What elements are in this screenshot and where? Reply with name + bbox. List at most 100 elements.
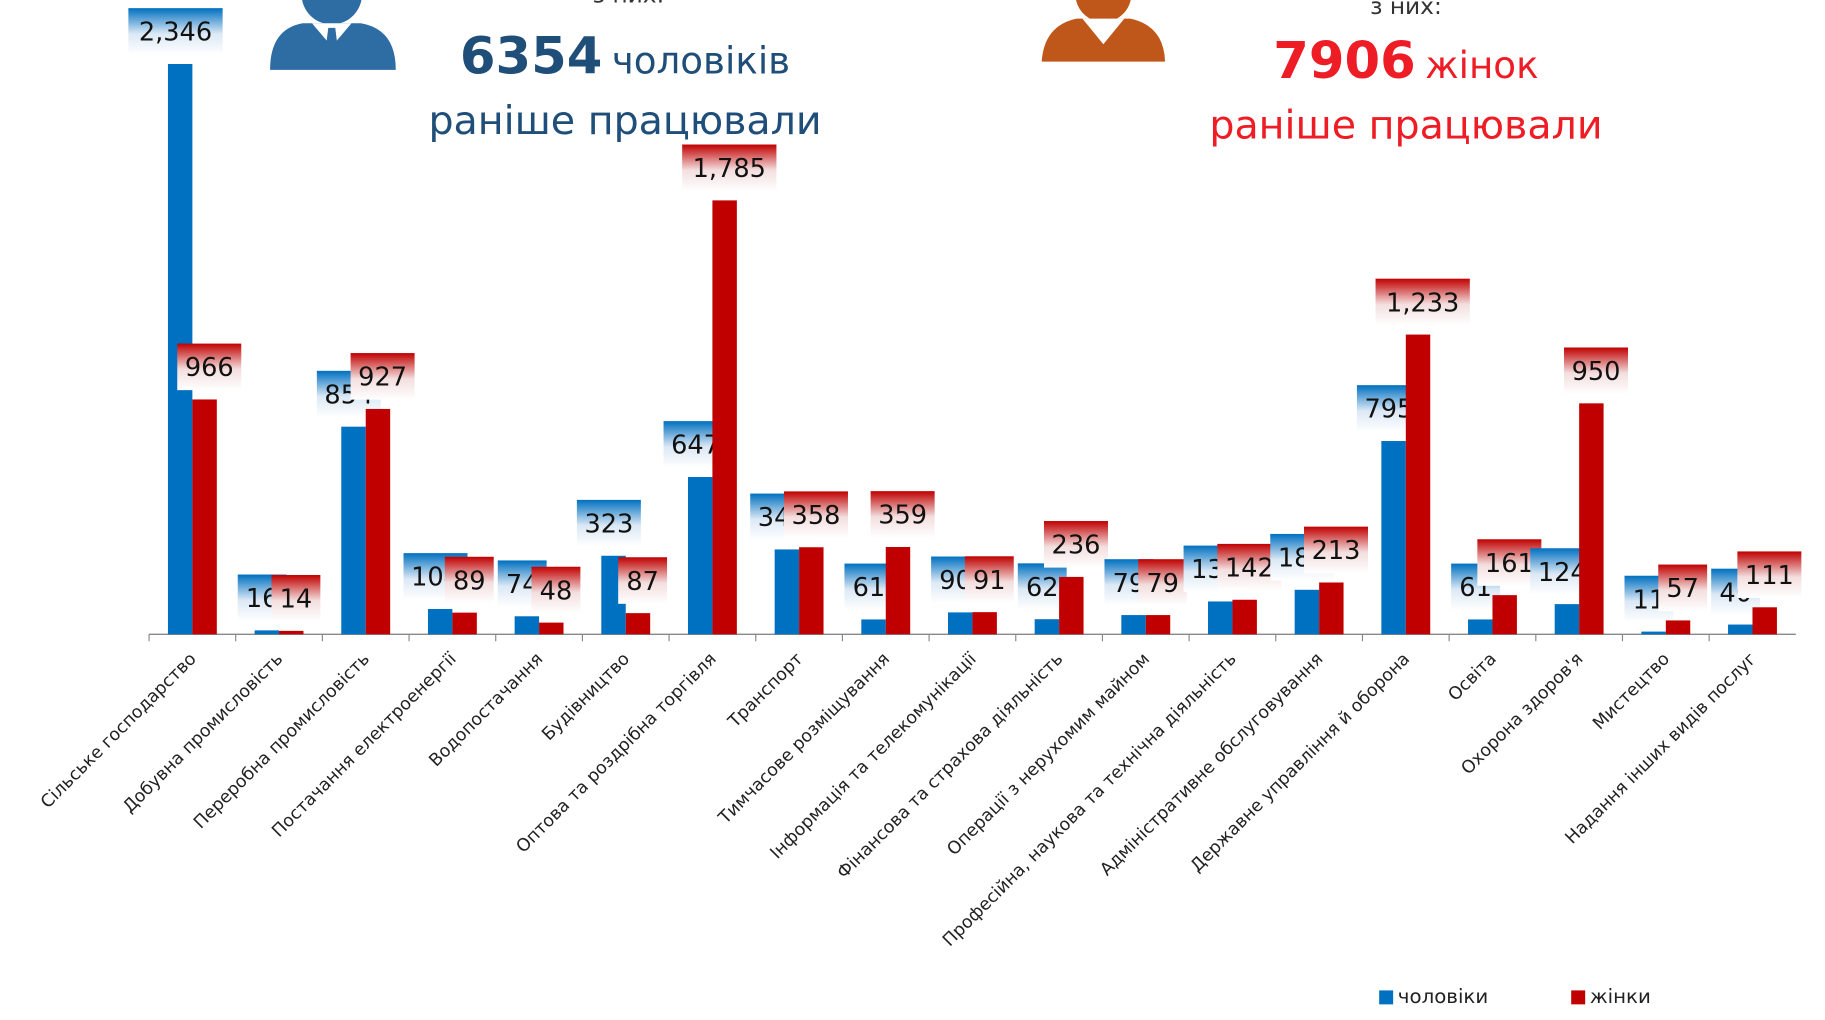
bar (1665, 620, 1691, 635)
value-label: 79 (1146, 569, 1179, 599)
bar (1468, 619, 1493, 635)
legend-label: чоловіки (1398, 985, 1488, 1008)
bar (972, 612, 997, 635)
men-intro: з них: (593, 0, 665, 8)
bar (861, 619, 886, 635)
value-label-box (1737, 551, 1802, 598)
value-label: 927 (358, 363, 407, 393)
x-tick-label: Будівництво (538, 649, 634, 745)
value-label-box (350, 353, 415, 400)
value-label-box (128, 8, 223, 55)
legend-label: жінки (1590, 985, 1651, 1008)
x-tick-label: Постачання електроенергії (268, 649, 460, 841)
value-label: 2,346 (139, 18, 212, 48)
value-label: 161 (1485, 549, 1534, 579)
bar (539, 622, 564, 635)
men-noun: чоловіків (612, 38, 790, 82)
x-tick-label: Тимчасове розміщування (714, 649, 894, 829)
bar (514, 616, 540, 635)
value-label-box (576, 499, 641, 547)
bar (885, 547, 911, 635)
bar (427, 608, 453, 635)
bar (1145, 615, 1171, 635)
value-label: 87 (626, 567, 659, 597)
value-label: 966 (185, 353, 234, 383)
bar (1232, 599, 1257, 635)
bar (341, 426, 366, 635)
x-tick-label: Надання інших видів послуг (1562, 649, 1761, 848)
bar (279, 630, 304, 635)
bar (1492, 595, 1517, 635)
value-label: 359 (878, 501, 927, 531)
bar (774, 549, 800, 635)
value-label-box (1375, 278, 1470, 326)
value-label: 142 (1225, 553, 1274, 583)
women-count: 7906 (1273, 31, 1415, 91)
value-label-box (271, 575, 321, 622)
value-label: 111 (1745, 561, 1794, 591)
value-label: 1,233 (1386, 288, 1459, 318)
men-line2: раніше працювали (428, 98, 821, 144)
value-label: 950 (1572, 357, 1621, 387)
value-label: 57 (1666, 574, 1699, 604)
value-label: 48 (540, 576, 573, 606)
bar (1059, 576, 1084, 635)
value-label: 91 (973, 566, 1006, 596)
x-tick-label: Професійна, наукова та технічна діяльніс… (939, 649, 1241, 951)
men-icon (270, 0, 396, 70)
value-label-box (682, 144, 777, 192)
value-label: 62 (1026, 573, 1059, 603)
bar (1208, 601, 1233, 635)
value-label: 14 (280, 585, 313, 615)
value-label-box (964, 556, 1014, 603)
value-label-box (531, 566, 581, 614)
bar (254, 630, 280, 635)
value-label-box (444, 556, 494, 604)
value-label-box (1564, 347, 1629, 395)
bar (947, 612, 973, 635)
x-tick-label: Транспорт (724, 649, 807, 732)
bar (1752, 607, 1777, 635)
x-tick-label: Переробна промисловість (190, 649, 374, 833)
women-intro: з них: (1370, 0, 1442, 20)
value-label-box (177, 343, 242, 391)
value-label-box (1138, 559, 1188, 606)
bar (1381, 441, 1406, 635)
value-label: 795 (1364, 395, 1413, 425)
bar (712, 200, 737, 635)
bar (1641, 631, 1666, 635)
value-label-box (1043, 521, 1108, 568)
women-line2: раніше працювали (1209, 102, 1602, 148)
value-label: 647 (671, 431, 720, 461)
men-count: 6354 (460, 26, 602, 86)
men-count-line: 6354 чоловіків (460, 26, 790, 86)
bar (1554, 604, 1580, 635)
value-label-box (618, 557, 668, 604)
legend-swatch (1571, 990, 1586, 1005)
bar (192, 399, 217, 635)
value-label: 213 (1312, 536, 1361, 566)
bar (1319, 582, 1344, 635)
x-tick-label: Добувна промисловість (119, 649, 287, 817)
value-label: 236 (1052, 531, 1101, 561)
bar (799, 547, 824, 635)
x-tick-label: Освіта (1445, 649, 1501, 705)
women-count-line: 7906 жінок (1273, 31, 1538, 91)
bar (1294, 589, 1320, 635)
bar (1579, 403, 1604, 635)
value-label: 61 (853, 573, 886, 603)
value-label-box (783, 491, 848, 538)
value-label: 358 (792, 501, 841, 531)
bar (687, 477, 713, 635)
value-label-box (1658, 564, 1708, 612)
value-label: 1,785 (693, 154, 766, 184)
value-label-box (1303, 526, 1369, 574)
value-label: 323 (584, 509, 633, 539)
x-tick-label: Сільське господарство (37, 649, 200, 812)
bar (1034, 619, 1060, 635)
bar (452, 612, 477, 635)
value-label: 89 (453, 566, 486, 596)
value-label-box (1017, 563, 1067, 610)
x-tick-label: Мистецтво (1589, 649, 1674, 734)
women-icon (1041, 0, 1166, 62)
